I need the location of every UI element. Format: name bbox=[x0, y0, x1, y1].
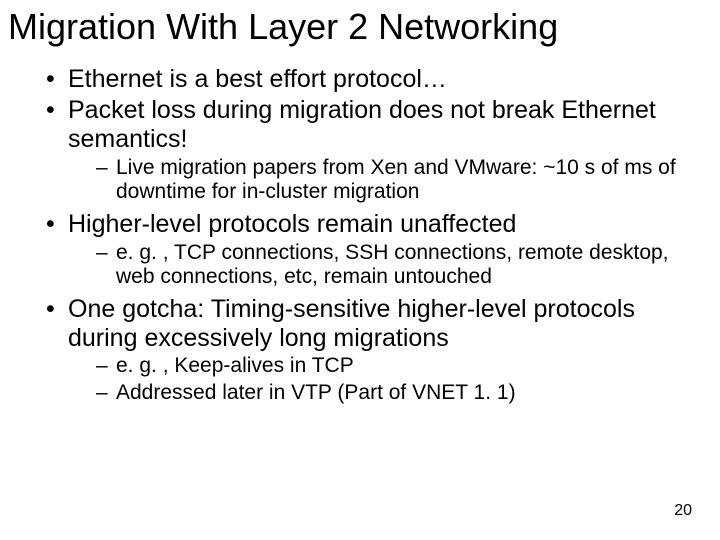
sub-bullet-item: Live migration papers from Xen and VMwar… bbox=[94, 156, 680, 204]
sub-bullet-text: Addressed later in VTP (Part of VNET 1. … bbox=[116, 381, 516, 404]
bullet-item: Packet loss during migration does not br… bbox=[40, 96, 680, 204]
sub-bullet-item: Addressed later in VTP (Part of VNET 1. … bbox=[94, 381, 680, 405]
bullet-text: Packet loss during migration does not br… bbox=[68, 96, 656, 153]
bullet-list: Ethernet is a best effort protocol… Pack… bbox=[40, 65, 680, 404]
bullet-text: Higher-level protocols remain unaffected bbox=[68, 210, 516, 238]
bullet-text: Ethernet is a best effort protocol… bbox=[68, 65, 447, 93]
sub-bullet-text: Live migration papers from Xen and VMwar… bbox=[116, 156, 676, 203]
page-number: 20 bbox=[674, 502, 692, 520]
sub-bullet-text: e. g. , TCP connections, SSH connections… bbox=[116, 241, 669, 288]
bullet-text: One gotcha: Timing-sensitive higher-leve… bbox=[68, 295, 635, 352]
sub-bullet-list: e. g. , Keep-alives in TCP Addressed lat… bbox=[68, 354, 680, 404]
slide: Migration With Layer 2 Networking Ethern… bbox=[0, 0, 720, 540]
sub-bullet-item: e. g. , TCP connections, SSH connections… bbox=[94, 241, 680, 289]
sub-bullet-item: e. g. , Keep-alives in TCP bbox=[94, 354, 680, 378]
bullet-item: Ethernet is a best effort protocol… bbox=[40, 65, 680, 94]
sub-bullet-list: e. g. , TCP connections, SSH connections… bbox=[68, 241, 680, 289]
bullet-item: One gotcha: Timing-sensitive higher-leve… bbox=[40, 295, 680, 405]
slide-title: Migration With Layer 2 Networking bbox=[0, 0, 720, 47]
sub-bullet-text: e. g. , Keep-alives in TCP bbox=[116, 354, 354, 377]
slide-body: Ethernet is a best effort protocol… Pack… bbox=[0, 47, 720, 404]
sub-bullet-list: Live migration papers from Xen and VMwar… bbox=[68, 156, 680, 204]
bullet-item: Higher-level protocols remain unaffected… bbox=[40, 210, 680, 289]
